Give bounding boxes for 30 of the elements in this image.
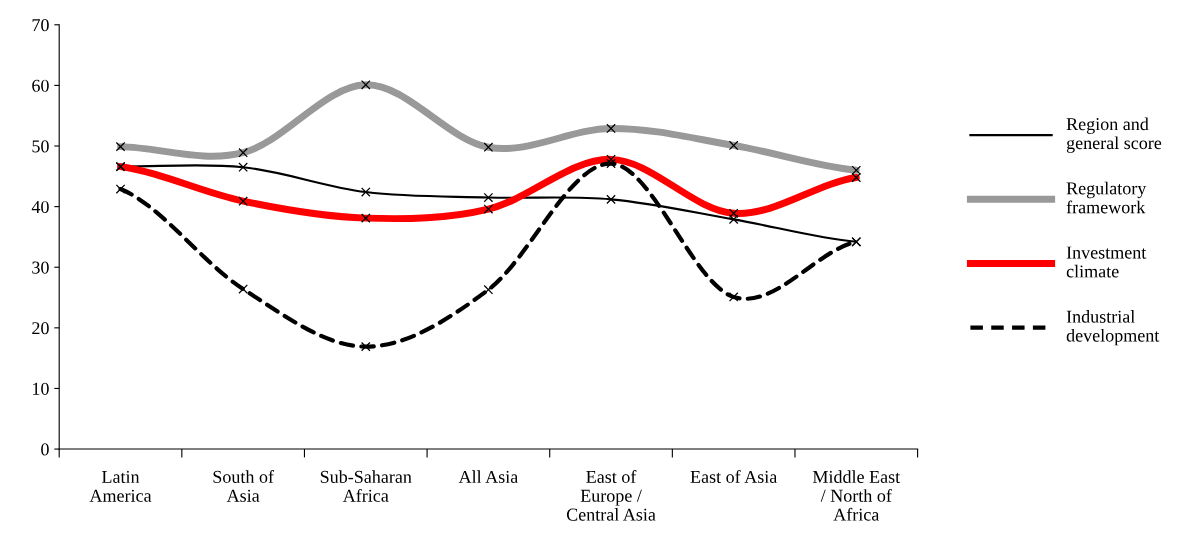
point: [728, 214, 739, 225]
legend-label: Investment climate: [1066, 246, 1147, 278]
x-tick-label: All Asia: [458, 470, 518, 483]
point: [483, 192, 494, 203]
x-tick-label: East of Asia: [690, 470, 778, 483]
y-tick-label: 60: [32, 79, 49, 92]
x-tick-label: Sub-Saharan Africa: [320, 470, 412, 502]
x-tick-label: Middle East / North of Africa: [812, 470, 901, 521]
x-tick-label: South of Asia: [213, 470, 274, 502]
point: [483, 284, 494, 295]
y-tick-label: 70: [32, 19, 49, 32]
point: [238, 284, 248, 294]
point: [238, 162, 248, 173]
point: [606, 194, 616, 205]
legend-label: Industrial development: [1066, 310, 1160, 346]
y-tick-label: 30: [32, 261, 49, 274]
point: [360, 341, 371, 352]
y-tick-label: 20: [32, 322, 49, 335]
y-tick-label: 10: [33, 382, 49, 395]
point: [606, 158, 616, 169]
point: [728, 292, 739, 302]
y-tick-label: 0: [41, 443, 49, 456]
y-tick-label: 40: [31, 200, 49, 214]
x-tick-label: East of Europe / Central Asia: [566, 470, 656, 521]
x-tick-label: Latin America: [89, 470, 152, 502]
point: [360, 187, 371, 197]
y-tick-label: 50: [32, 140, 49, 153]
legend-label: Region and general score: [1066, 117, 1162, 153]
legend-label: Regulatory framework: [1066, 181, 1147, 214]
point: [115, 184, 126, 194]
